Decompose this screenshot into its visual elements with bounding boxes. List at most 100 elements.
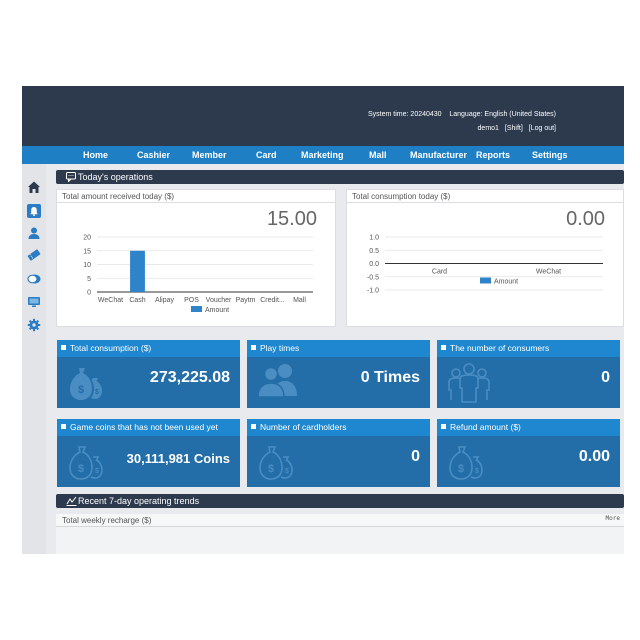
y-tick-label: 0	[87, 290, 91, 297]
nav-home[interactable]: Home	[83, 150, 109, 160]
svg-text:$: $	[95, 468, 99, 475]
received-bar-chart: 0 5 10 15 20 WeChat Cash Alipay POS Voucher Paytm C…	[83, 235, 313, 314]
stat-card-total-consumption: Total consumption ($) $ $ 273,225.08	[57, 340, 240, 408]
nav-manufacturer[interactable]: Manufacturer	[410, 150, 468, 160]
x-tick-label: Mall	[293, 297, 306, 304]
language-label: Language:	[449, 111, 483, 118]
nav-member[interactable]: Member	[192, 150, 227, 160]
panel-title: Total consumption today ($)	[347, 190, 623, 203]
ticket-icon[interactable]	[27, 248, 41, 262]
money-bag-icon: $ $	[449, 446, 483, 480]
legend-label: Amount	[494, 279, 518, 286]
card-value: 0 Times	[360, 369, 420, 386]
system-info: System time: 20240430 Language: English …	[368, 111, 556, 118]
gear-icon[interactable]	[27, 318, 41, 332]
nav-card[interactable]: Card	[256, 150, 277, 160]
x-tick-label: POS	[184, 297, 199, 304]
x-tick-label: Alipay	[155, 297, 175, 304]
group-icon	[448, 363, 490, 403]
more-link[interactable]: More	[605, 515, 620, 522]
money-bag-icon: $ $	[69, 446, 103, 480]
user-info: demo1 [Shift] [Log out]	[478, 125, 556, 132]
coins-icon[interactable]	[27, 272, 41, 286]
nav-settings[interactable]: Settings	[532, 150, 568, 160]
received-total: 15.00	[266, 208, 317, 230]
card-value: 0	[601, 369, 610, 386]
main-nav: Home Cashier Member Card Marketing Mall …	[22, 146, 624, 164]
consumption-today-panel: Total consumption today ($) 0.00 -1.0 -0.…	[346, 189, 624, 327]
stat-card-refund: Refund amount ($) $ $ 0.00	[437, 419, 620, 487]
consumption-bar-chart: -1.0 -0.5 0.0 0.5 1.0 Card WeChat Amount	[367, 235, 603, 295]
legend-swatch	[480, 277, 491, 284]
stat-card-consumers: The number of consumers 0	[437, 340, 620, 408]
card-value: 0.00	[578, 448, 610, 465]
svg-text:$: $	[78, 384, 84, 396]
x-tick-label: Cash	[129, 297, 145, 304]
app-window: System time: 20240430 Language: English …	[22, 86, 624, 554]
svg-text:$: $	[285, 468, 289, 475]
panel-title: Total weekly recharge ($)	[56, 514, 624, 527]
y-tick-label: 15	[83, 248, 91, 255]
legend-swatch	[191, 306, 202, 312]
received-today-panel: Total amount received today ($) 15.00 0 5…	[56, 189, 336, 327]
stat-card-unused-coins: Game coins that has not been used yet $ …	[57, 419, 240, 487]
nav-cashier[interactable]: Cashier	[137, 150, 171, 160]
logout-link[interactable]: [Log out]	[528, 125, 556, 132]
trend-chart-icon	[66, 496, 77, 506]
money-bag-icon: $ $	[259, 446, 293, 480]
chat-icon	[66, 172, 76, 182]
y-tick-label: 0.0	[369, 261, 379, 268]
consumption-total: 0.00	[566, 208, 605, 230]
card-title: Number of cardholders	[260, 422, 347, 432]
svg-text:$: $	[78, 463, 84, 475]
svg-text:$: $	[475, 468, 479, 475]
y-tick-label: 5	[87, 276, 91, 283]
card-title: Total consumption ($)	[70, 343, 152, 353]
section-title: Today's operations	[78, 172, 153, 182]
language-selector[interactable]: English (United States)	[484, 111, 556, 118]
shift-link[interactable]: [Shift]	[504, 125, 523, 132]
y-tick-label: 0.5	[369, 248, 379, 255]
sidebar	[22, 164, 46, 554]
weekly-recharge-panel: Total weekly recharge ($) More	[56, 514, 624, 554]
money-bag-icon: $ $	[70, 368, 102, 400]
user-icon[interactable]	[27, 226, 41, 240]
svg-text:$: $	[458, 463, 464, 475]
people-icon	[257, 364, 297, 398]
card-title: Play times	[260, 343, 300, 353]
y-tick-label: 20	[83, 235, 91, 242]
stat-card-play-times: Play times 0 Times	[247, 340, 430, 408]
nav-marketing[interactable]: Marketing	[301, 150, 344, 160]
x-tick-label: WeChat	[98, 297, 123, 304]
top-header: System time: 20240430 Language: English …	[22, 86, 624, 146]
section-title: Recent 7-day operating trends	[78, 496, 200, 506]
card-title: Game coins that has not been used yet	[70, 422, 218, 432]
y-tick-label: 1.0	[369, 235, 379, 242]
username: demo1	[477, 125, 499, 132]
trends-bar: Recent 7-day operating trends	[56, 494, 624, 508]
y-tick-label: 10	[83, 262, 91, 269]
card-value: 273,225.08	[149, 369, 230, 386]
nav-reports[interactable]: Reports	[476, 150, 511, 160]
svg-text:$: $	[268, 463, 274, 475]
card-value: 0	[411, 448, 420, 465]
nav-mall[interactable]: Mall	[369, 150, 387, 160]
x-tick-label: Credit...	[260, 297, 285, 304]
x-tick-label: WeChat	[536, 269, 561, 276]
panel-title: Total amount received today ($)	[57, 190, 335, 203]
legend-label: Amount	[205, 307, 229, 314]
svg-text:$: $	[95, 389, 99, 396]
monitor-icon[interactable]	[27, 295, 41, 309]
y-tick-label: -1.0	[367, 288, 379, 295]
x-tick-label: Voucher	[206, 297, 232, 304]
bar	[130, 250, 145, 292]
stat-card-cardholders: Number of cardholders $ $ 0	[247, 419, 430, 487]
card-title: Refund amount ($)	[450, 422, 521, 432]
system-time: 20240430	[410, 111, 442, 118]
today-operations-bar: Today's operations	[56, 170, 624, 184]
system-time-label: System time:	[368, 111, 409, 118]
card-value: 30,111,981 Coins	[126, 451, 230, 466]
card-title: The number of consumers	[450, 343, 550, 353]
home-icon[interactable]	[27, 180, 41, 194]
bell-icon[interactable]	[27, 204, 41, 218]
